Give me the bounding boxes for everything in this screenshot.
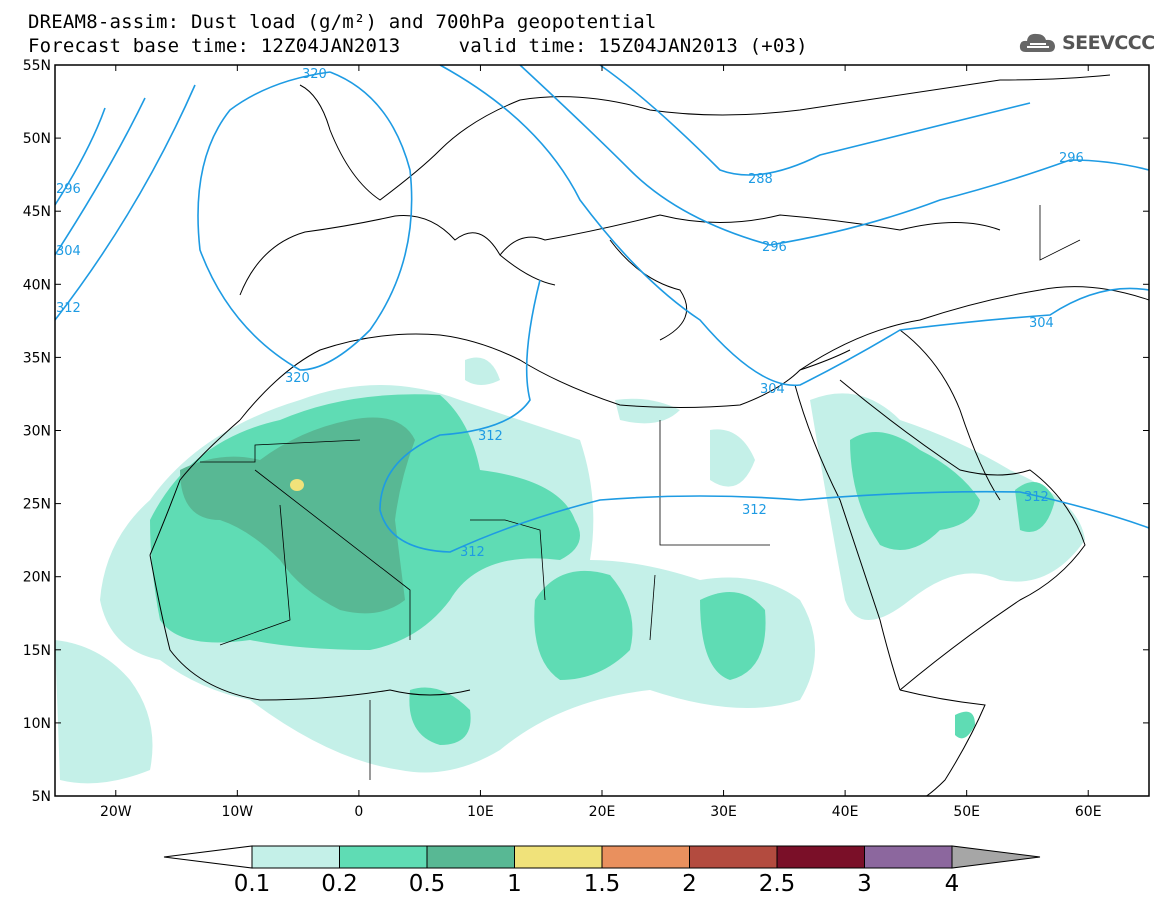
latitude-axis: 55N 50N 45N 40N 35N 30N 25N 20N 15N 10N 5N bbox=[23, 58, 1149, 805]
contour-label: 320 bbox=[302, 67, 327, 82]
colorbar-label: 0.2 bbox=[321, 871, 358, 897]
lat-label: 10N bbox=[23, 716, 51, 732]
lon-label: 30E bbox=[710, 804, 737, 820]
colorbar-segment bbox=[864, 845, 953, 869]
longitude-axis: 20W 10W 0 10E 20E 30E 40E 50E 60E bbox=[100, 65, 1102, 820]
lat-label: 5N bbox=[32, 789, 51, 805]
colorbar-label: 1 bbox=[507, 871, 522, 897]
contour-label: 296 bbox=[1059, 151, 1084, 166]
colorbar bbox=[163, 845, 1041, 869]
colorbar-label: 2 bbox=[682, 871, 697, 897]
geopotential-contours bbox=[54, 64, 1150, 553]
colorbar-label: 2.5 bbox=[758, 871, 796, 897]
contour-label: 304 bbox=[760, 382, 785, 397]
colorbar-segment bbox=[776, 845, 865, 869]
contour-label: 304 bbox=[1029, 316, 1054, 331]
forecast-time-line: Forecast base time: 12Z04JAN2013 valid t… bbox=[28, 35, 808, 57]
colorbar-over-triangle bbox=[951, 845, 1041, 869]
lon-label: 50E bbox=[953, 804, 980, 820]
lat-label: 50N bbox=[23, 131, 51, 147]
lon-label: 0 bbox=[354, 804, 363, 820]
contour-label: 288 bbox=[748, 172, 773, 187]
dust-band-0.5 bbox=[180, 417, 415, 614]
contour-label: 312 bbox=[1024, 490, 1049, 505]
logo-text: SEEVCCC bbox=[1062, 32, 1155, 54]
lat-label: 40N bbox=[23, 277, 51, 293]
contour-label: 312 bbox=[742, 503, 767, 518]
country-borders bbox=[200, 205, 1081, 780]
lat-label: 35N bbox=[23, 350, 51, 366]
colorbar-segment bbox=[339, 845, 428, 869]
lon-label: 40E bbox=[832, 804, 859, 820]
contour-label: 304 bbox=[56, 244, 81, 259]
lon-label: 10E bbox=[467, 804, 494, 820]
contour-label: 312 bbox=[56, 301, 81, 316]
lat-label: 55N bbox=[23, 58, 51, 74]
lon-label: 20W bbox=[100, 804, 132, 820]
lat-label: 15N bbox=[23, 643, 51, 659]
colorbar-segment bbox=[689, 845, 778, 869]
colorbar-under-triangle bbox=[163, 845, 253, 869]
lon-label: 20E bbox=[589, 804, 616, 820]
cloud-icon bbox=[1019, 33, 1055, 52]
lat-label: 20N bbox=[23, 570, 51, 586]
colorbar-segment bbox=[426, 845, 515, 869]
colorbar-label: 0.5 bbox=[408, 871, 446, 897]
map-title: DREAM8-assim: Dust load (g/m²) and 700hP… bbox=[28, 11, 657, 33]
lon-label: 10W bbox=[221, 804, 253, 820]
contour-label-group: 320 296 304 312 320 312 312 312 288 296 … bbox=[56, 67, 1084, 560]
contour-label: 296 bbox=[762, 240, 787, 255]
contour-label: 320 bbox=[285, 371, 310, 386]
contour-label: 312 bbox=[460, 545, 485, 560]
lat-label: 25N bbox=[23, 497, 51, 513]
colorbar-segment bbox=[514, 845, 603, 869]
colorbar-label: 1.5 bbox=[583, 871, 621, 897]
contour-label: 312 bbox=[478, 429, 503, 444]
dust-load-fields bbox=[55, 357, 1085, 784]
colorbar-segment bbox=[601, 845, 690, 869]
coastlines bbox=[149, 74, 1149, 796]
colorbar-segment bbox=[251, 845, 340, 869]
dust-band-1.0 bbox=[290, 479, 304, 491]
contour-label: 296 bbox=[56, 182, 81, 197]
seevccc-logo: SEEVCCC bbox=[1018, 28, 1155, 58]
colorbar-label: 3 bbox=[857, 871, 872, 897]
colorbar-label: 4 bbox=[944, 871, 960, 897]
lon-label: 60E bbox=[1075, 804, 1102, 820]
colorbar-label: 0.1 bbox=[233, 871, 271, 897]
lat-label: 45N bbox=[23, 204, 51, 220]
lat-label: 30N bbox=[23, 424, 51, 440]
